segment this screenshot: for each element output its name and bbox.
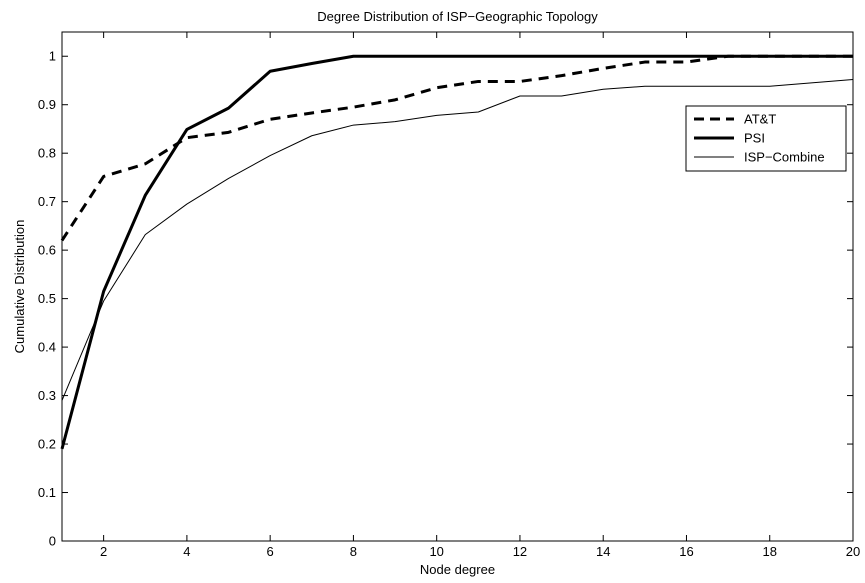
- y-tick-label: 0.9: [38, 97, 56, 112]
- y-tick-label: 0.4: [38, 340, 56, 355]
- x-tick-label: 18: [763, 544, 777, 559]
- y-axis-label: Cumulative Distribution: [12, 220, 27, 354]
- series-lines: [60, 54, 854, 450]
- x-tick-label: 20: [846, 544, 860, 559]
- legend: AT&T PSI ISP−Combine: [685, 105, 847, 172]
- x-tick-label: 16: [679, 544, 693, 559]
- x-tick-label: 10: [429, 544, 443, 559]
- y-tick-label: 0: [49, 534, 56, 549]
- axis-ticks: 2 4 6 8 10 12 14 16 18 20 0 0.1 0.2 0.3 0.4 0.5 0.6 0.7 0.…: [38, 32, 860, 559]
- y-tick-label: 0.2: [38, 437, 56, 452]
- y-tick-label: 0.3: [38, 388, 56, 403]
- y-tick-label: 0.5: [38, 291, 56, 306]
- x-tick-label: 6: [267, 544, 274, 559]
- x-tick-label: 4: [183, 544, 190, 559]
- x-axis-label: Node degree: [420, 562, 495, 577]
- y-tick-label: 1: [49, 49, 56, 64]
- y-tick-label: 0.7: [38, 194, 56, 209]
- legend-label: PSI: [744, 131, 765, 146]
- series-line-2: [61, 79, 854, 401]
- series-line-1: [60, 54, 853, 450]
- legend-label: AT&T: [744, 112, 776, 127]
- x-tick-label: 8: [350, 544, 357, 559]
- plot-area-frame: [61, 31, 854, 542]
- legend-label: ISP−Combine: [744, 150, 825, 165]
- y-tick-label: 0.8: [38, 146, 56, 161]
- x-tick-label: 2: [100, 544, 107, 559]
- y-tick-label: 0.1: [38, 485, 56, 500]
- chart-title: Degree Distribution of ISP−Geographic To…: [317, 9, 598, 24]
- x-tick-label: 14: [596, 544, 610, 559]
- series-line-0: [60, 54, 853, 242]
- y-tick-label: 0.6: [38, 243, 56, 258]
- x-tick-label: 12: [513, 544, 527, 559]
